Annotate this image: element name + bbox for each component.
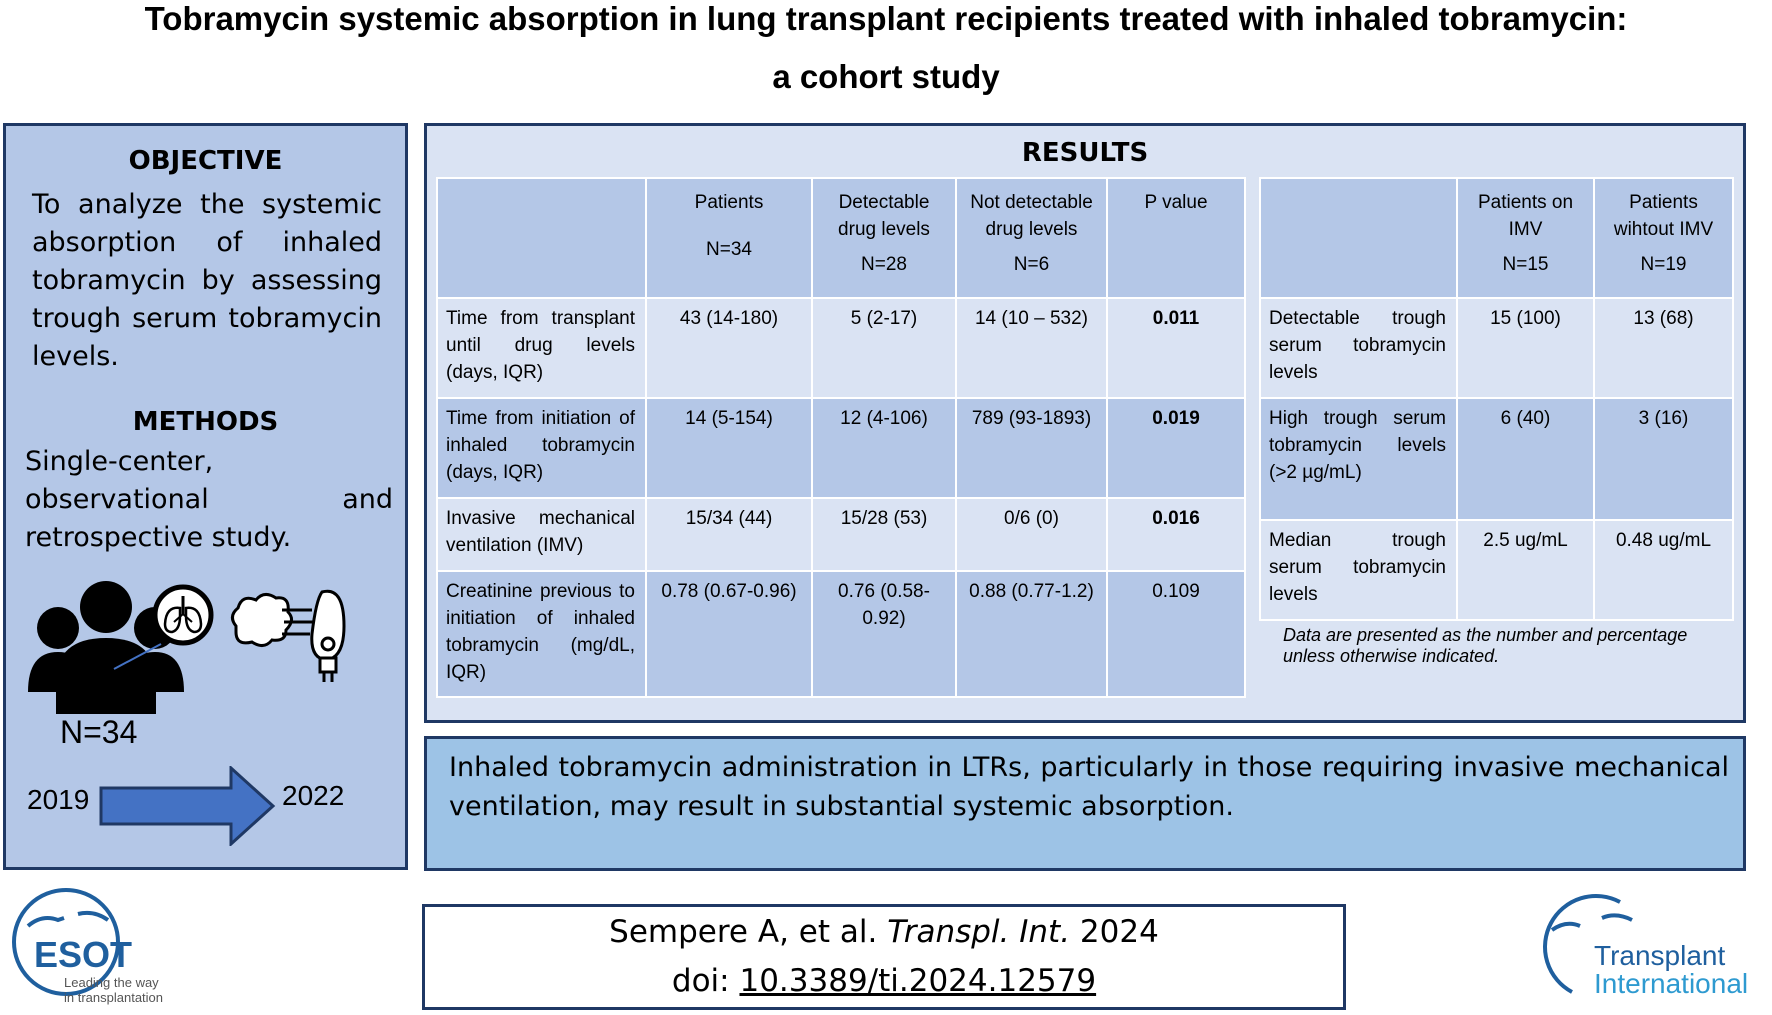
table-header-cell: Detectable drug levels N=28 [811,177,957,299]
study-end-year: 2022 [282,780,345,811]
citation-journal: Transpl. Int. [887,914,1071,950]
results-table-imv: Patients on IMV N=15 Patients wihtout IMV N=… [1259,177,1734,621]
cell-on-imv: 2.5 ug/mL [1456,519,1595,621]
cell-without-imv: 0.48 ug/mL [1593,519,1734,621]
table-header-cell: Not detectable drug levels N=6 [955,177,1108,299]
cell-p-value: 0.011 [1106,297,1246,399]
study-start-year: 2019 [27,784,90,815]
cell-detectable: 0.76 (0.58-0.92) [811,570,957,698]
table-header-cell [1259,177,1458,299]
nebulizer-mask-icon [231,589,346,682]
cell-not-detectable: 0/6 (0) [955,497,1108,572]
row-label: Invasive mechanical ventilation (IMV) [436,497,647,572]
cell-without-imv: 13 (68) [1593,297,1734,399]
table-header-row: Patients on IMV N=15 Patients wihtout IMV N=… [1259,177,1734,299]
conclusion-panel: Inhaled tobramycin administration in LTR… [424,736,1746,871]
esot-logo: ESOT Leading the way in transplantation [8,884,178,1005]
row-label: Time from initiation of inhaled tobramyc… [436,397,647,499]
cell-p-value: 0.016 [1106,497,1246,572]
row-label: Median trough serum tobramycin levels [1259,519,1458,621]
row-label: Detectable trough serum tobramycin level… [1259,297,1458,399]
table-row: High trough serum tobramycin levels (>2 … [1259,397,1734,521]
ti-name-line-1: Transplant [1594,940,1726,971]
objective-heading: OBJECTIVE [128,146,283,176]
cell-detectable: 12 (4-106) [811,397,957,499]
methods-text: Single-center, observational and retrosp… [25,446,393,553]
cohort-size-label: N=34 [60,714,138,750]
esot-logo-icon [12,888,120,996]
results-heading: RESULTS [1021,138,1149,168]
row-label: Creatinine previous to initiation of inh… [436,570,647,698]
objective-methods-panel: OBJECTIVE To analyze the systemic absorp… [3,123,408,870]
table-header-cell: P value [1106,177,1246,299]
cell-on-imv: 15 (100) [1456,297,1595,399]
esot-tagline-2: in transplantation [64,990,164,1005]
citation-box: Sempere A, et al. Transpl. Int. 2024 doi… [422,904,1346,1010]
cell-detectable: 15/28 (53) [811,497,957,572]
esot-name: ESOT [34,934,133,975]
table-footnote: Data are presented as the number and per… [1283,625,1688,666]
table-row: Time from transplant until drug levels (… [436,297,1246,399]
cell-patients: 0.78 (0.67-0.96) [645,570,813,698]
table-row: Median trough serum tobramycin levels 2.… [1259,519,1734,621]
table-header-row: Patients N=34 Detectable drug levels N=28 N… [436,177,1246,299]
citation-authors: Sempere A, et al. [609,914,878,950]
row-label: High trough serum tobramycin levels (>2 … [1259,397,1458,521]
conclusion-text: Inhaled tobramycin administration in LTR… [449,752,1729,822]
citation-line: Sempere A, et al. Transpl. Int. 2024 [425,914,1343,950]
right-arrow-icon [99,766,276,846]
objective-text: To analyze the systemic absorption of in… [32,189,382,372]
patients-group-icon [28,581,184,714]
results-panel: RESULTS Patients N=34 Detectable drug leve… [424,123,1746,723]
methods-heading: METHODS [132,407,279,437]
table-header-cell: Patients N=34 [645,177,813,299]
cell-without-imv: 3 (16) [1593,397,1734,521]
results-table-cohort: Patients N=34 Detectable drug levels N=28 N… [436,177,1246,698]
esot-tagline-1: Leading the way [64,975,159,990]
cell-not-detectable: 14 (10 – 532) [955,297,1108,399]
cell-patients: 43 (14-180) [645,297,813,399]
table-row: Invasive mechanical ventilation (IMV) 15… [436,497,1246,572]
doi-link[interactable]: 10.3389/ti.2024.12579 [739,963,1097,999]
row-label: Time from transplant until drug levels (… [436,297,647,399]
cell-not-detectable: 789 (93-1893) [955,397,1108,499]
transplant-international-logo-icon [1543,894,1633,994]
cell-p-value: 0.109 [1106,570,1246,698]
cell-detectable: 5 (2-17) [811,297,957,399]
transplant-international-logo: Transplant International [1542,890,1770,1002]
citation-year: 2024 [1079,914,1159,950]
table-header-cell [436,177,647,299]
table-row: Detectable trough serum tobramycin level… [1259,297,1734,399]
cell-not-detectable: 0.88 (0.77-1.2) [955,570,1108,698]
ti-name-line-2: International [1594,968,1749,999]
cell-patients: 15/34 (44) [645,497,813,572]
poster-title-line-2: a cohort study [772,58,1000,95]
doi-prefix: doi: [671,963,730,999]
table-header-cell: Patients wihtout IMV N=19 [1593,177,1734,299]
table-header-cell: Patients on IMV N=15 [1456,177,1595,299]
doi-line: doi: 10.3389/ti.2024.12579 [425,963,1343,999]
cell-patients: 14 (5-154) [645,397,813,499]
cell-on-imv: 6 (40) [1456,397,1595,521]
lungs-icon [152,584,214,646]
table-row: Time from initiation of inhaled tobramyc… [436,397,1246,499]
poster-title-line-1: Tobramycin systemic absorption in lung t… [144,0,1628,37]
table-row: Creatinine previous to initiation of inh… [436,570,1246,698]
cell-p-value: 0.019 [1106,397,1246,499]
